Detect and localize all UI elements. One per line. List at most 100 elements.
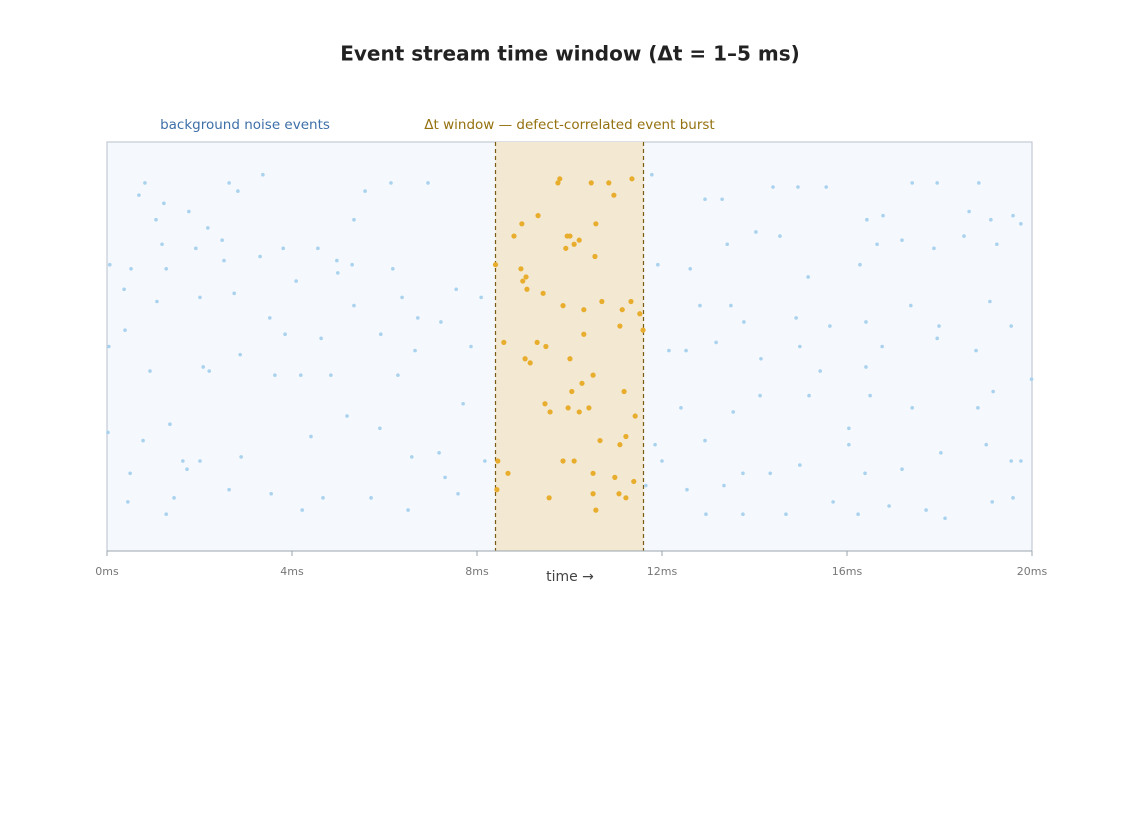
noise-event xyxy=(273,373,277,377)
noise-event xyxy=(703,438,707,443)
noise-event xyxy=(875,242,879,247)
burst-event xyxy=(590,470,596,476)
burst-event xyxy=(619,307,625,313)
burst-event xyxy=(567,356,573,362)
noise-event xyxy=(283,332,287,337)
burst-event xyxy=(527,360,533,366)
burst-event xyxy=(492,262,499,268)
burst-event xyxy=(547,409,553,415)
burst-event xyxy=(637,311,643,317)
noise-event xyxy=(261,172,265,177)
noise-event xyxy=(106,430,110,435)
noise-event xyxy=(483,459,487,463)
noise-event xyxy=(910,406,915,410)
burst-event xyxy=(623,495,629,501)
noise-event xyxy=(828,324,832,328)
noise-event xyxy=(389,181,393,185)
noise-event xyxy=(198,459,202,463)
burst-event xyxy=(501,339,507,346)
noise-event xyxy=(644,483,648,488)
noise-event xyxy=(881,213,885,218)
noise-event xyxy=(784,512,788,516)
noise-event xyxy=(298,373,303,377)
noise-event xyxy=(122,287,126,292)
burst-event xyxy=(569,388,575,395)
noise-event xyxy=(206,226,210,230)
noise-event xyxy=(416,316,420,320)
burst-event xyxy=(534,339,540,346)
noise-event xyxy=(1009,459,1013,463)
noise-event xyxy=(900,467,904,472)
noise-event xyxy=(722,483,726,488)
noise-event xyxy=(409,455,414,459)
noise-event xyxy=(454,287,458,292)
noise-event xyxy=(164,266,168,271)
noise-event xyxy=(437,451,441,455)
noise-event xyxy=(771,185,775,189)
noise-event xyxy=(995,242,999,247)
noise-event xyxy=(319,336,323,341)
burst-event xyxy=(555,180,561,186)
burst-event xyxy=(518,266,524,272)
x-tick-label: 16ms xyxy=(832,565,863,578)
noise-event xyxy=(107,262,112,267)
burst-event xyxy=(621,388,627,395)
burst-event xyxy=(523,274,529,280)
noise-event xyxy=(656,262,660,267)
burst-event xyxy=(567,233,573,239)
noise-event xyxy=(880,344,884,349)
chart-title: Event stream time window (Δt = 1–5 ms) xyxy=(340,42,800,66)
noise-event xyxy=(168,422,172,427)
burst-event xyxy=(542,401,548,407)
noise-event xyxy=(232,291,236,296)
noise-event xyxy=(143,181,147,185)
noise-event xyxy=(1029,377,1034,382)
burst-event xyxy=(505,470,511,476)
noise-event xyxy=(758,393,762,398)
noise-event xyxy=(185,467,189,472)
burst-event xyxy=(576,237,582,243)
noise-event xyxy=(778,234,782,238)
burst-event xyxy=(543,343,549,350)
burst-event xyxy=(494,487,500,493)
burst-event xyxy=(581,307,587,313)
noise-event xyxy=(865,217,869,222)
noise-event xyxy=(887,504,891,508)
noise-event xyxy=(698,303,702,308)
noise-event xyxy=(335,258,339,263)
noise-event xyxy=(1019,459,1023,463)
noise-event xyxy=(868,393,872,398)
burst-event xyxy=(617,323,623,329)
noise-event xyxy=(794,316,798,320)
noise-event xyxy=(378,426,382,431)
noise-event xyxy=(456,491,460,496)
noise-event xyxy=(847,426,851,431)
time-window xyxy=(495,142,644,551)
noise-event xyxy=(900,238,904,242)
noise-event xyxy=(768,471,773,476)
noise-event xyxy=(704,512,708,516)
noise-event xyxy=(847,442,851,447)
noise-event xyxy=(741,512,745,516)
noise-event xyxy=(824,185,828,189)
burst-event xyxy=(586,405,592,411)
noise-event xyxy=(239,455,243,459)
noise-event xyxy=(807,393,811,398)
burst-event xyxy=(616,491,622,497)
x-tick-label: 4ms xyxy=(280,565,304,578)
burst-event xyxy=(546,495,552,501)
burst-event xyxy=(611,192,617,198)
noise-event xyxy=(806,275,810,279)
noise-event xyxy=(479,295,483,300)
noise-event xyxy=(798,344,802,349)
noise-event xyxy=(400,295,404,300)
noise-event xyxy=(155,299,159,304)
noise-event xyxy=(227,487,231,492)
noise-event xyxy=(856,512,860,516)
burst-event xyxy=(560,303,566,309)
noise-event xyxy=(321,496,325,500)
noise-event xyxy=(413,348,417,353)
noise-event xyxy=(335,271,340,275)
burst-event xyxy=(511,233,517,239)
noise-event xyxy=(729,303,733,308)
